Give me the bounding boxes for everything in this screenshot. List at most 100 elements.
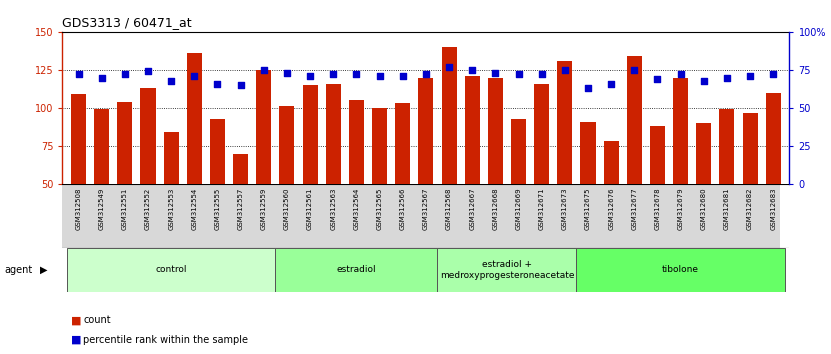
Bar [94,109,109,184]
Bar [117,102,132,184]
Point [604,81,617,86]
Bar [349,101,364,184]
Bar [437,248,577,292]
Text: estradiol +
medroxyprogesteroneacetate: estradiol + medroxyprogesteroneacetate [440,260,574,280]
Text: GSM312681: GSM312681 [724,187,730,230]
Point [396,73,410,79]
Text: GSM312676: GSM312676 [608,187,614,230]
Point [558,67,572,73]
Text: GSM312673: GSM312673 [562,187,568,230]
Point [118,72,131,77]
Point [141,69,155,74]
Bar [187,53,202,184]
Text: GSM312564: GSM312564 [353,187,360,230]
Text: GSM312555: GSM312555 [214,187,220,229]
Text: GSM312683: GSM312683 [770,187,776,230]
Point [489,70,502,76]
Text: GSM312553: GSM312553 [168,187,175,230]
Bar [627,56,642,184]
Bar [164,132,179,184]
Text: GSM312678: GSM312678 [655,187,661,230]
Point [165,78,178,84]
Text: GSM312680: GSM312680 [701,187,707,230]
Text: control: control [155,266,187,274]
Point [582,85,595,91]
Text: percentile rank within the sample: percentile rank within the sample [83,335,248,345]
Bar [581,122,596,184]
Text: GSM312677: GSM312677 [632,187,637,230]
Text: tibolone: tibolone [662,266,699,274]
Point [766,72,779,77]
Bar [534,84,549,184]
Text: ▶: ▶ [40,265,47,275]
Text: GDS3313 / 60471_at: GDS3313 / 60471_at [62,16,192,29]
Text: ■: ■ [71,315,81,325]
Bar [256,70,271,184]
Text: GSM312568: GSM312568 [446,187,452,230]
Point [327,72,340,77]
Bar [372,108,387,184]
Text: GSM312563: GSM312563 [330,187,337,230]
Bar [279,107,294,184]
Point [350,72,363,77]
Text: GSM312682: GSM312682 [747,187,753,230]
Point [744,73,757,79]
Point [535,72,548,77]
Text: agent: agent [4,265,32,275]
Text: GSM312554: GSM312554 [191,187,197,229]
Point [211,81,224,86]
Text: GSM312557: GSM312557 [238,187,243,230]
Point [257,67,270,73]
Bar [465,76,479,184]
Bar [577,248,784,292]
Text: estradiol: estradiol [337,266,376,274]
Text: count: count [83,315,111,325]
Bar [441,47,456,184]
Point [720,75,734,80]
Bar [140,88,155,184]
Point [280,70,293,76]
Text: GSM312559: GSM312559 [261,187,267,230]
Point [95,75,108,80]
Bar [511,119,526,184]
Text: GSM312551: GSM312551 [122,187,128,230]
Point [234,82,248,88]
Point [674,72,687,77]
Bar [302,85,317,184]
Text: GSM312668: GSM312668 [492,187,499,230]
Bar [650,126,665,184]
Text: GSM312671: GSM312671 [538,187,544,230]
Bar [488,78,503,184]
Text: GSM312669: GSM312669 [515,187,522,230]
Bar [418,78,434,184]
Text: GSM312508: GSM312508 [76,187,81,230]
Point [512,72,525,77]
Bar [673,78,688,184]
Bar [720,109,735,184]
Text: GSM312679: GSM312679 [677,187,684,230]
Text: ■: ■ [71,335,81,345]
Text: GSM312667: GSM312667 [470,187,475,230]
Text: GSM312675: GSM312675 [585,187,591,230]
Bar [558,61,573,184]
Text: GSM312552: GSM312552 [145,187,151,229]
Text: GSM312567: GSM312567 [423,187,429,230]
Point [72,72,86,77]
Bar [234,154,248,184]
Bar [210,119,225,184]
Point [465,67,479,73]
Point [419,72,432,77]
Bar [71,94,86,184]
Point [188,73,201,79]
Bar [696,123,711,184]
Text: GSM312565: GSM312565 [376,187,382,230]
Bar [67,248,275,292]
Text: GSM312549: GSM312549 [99,187,105,230]
Bar [275,248,437,292]
Bar [603,142,618,184]
Bar [396,103,411,184]
Point [697,78,711,84]
Point [373,73,386,79]
Point [651,76,664,82]
Point [442,64,455,70]
